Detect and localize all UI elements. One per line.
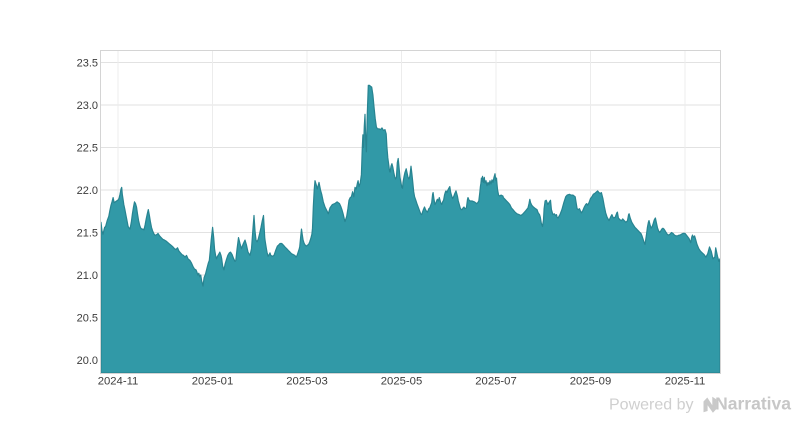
- svg-text:20.0: 20.0: [77, 355, 98, 367]
- svg-text:Powered by: Powered by: [609, 397, 694, 414]
- svg-text:2025-03: 2025-03: [286, 376, 327, 388]
- svg-text:Narrativa: Narrativa: [715, 394, 791, 414]
- svg-text:22.5: 22.5: [77, 143, 98, 155]
- svg-text:2025-09: 2025-09: [570, 376, 611, 388]
- svg-text:23.0: 23.0: [77, 100, 98, 112]
- svg-text:2025-11: 2025-11: [665, 376, 706, 388]
- svg-text:2024-11: 2024-11: [98, 376, 139, 388]
- svg-text:23.5: 23.5: [77, 58, 98, 70]
- svg-text:22.0: 22.0: [77, 185, 98, 197]
- svg-text:2025-07: 2025-07: [475, 376, 516, 388]
- svg-text:21.5: 21.5: [77, 228, 98, 240]
- svg-text:2025-05: 2025-05: [381, 376, 422, 388]
- svg-text:2025-01: 2025-01: [192, 376, 233, 388]
- svg-text:20.5: 20.5: [77, 313, 98, 325]
- svg-text:21.0: 21.0: [77, 270, 98, 282]
